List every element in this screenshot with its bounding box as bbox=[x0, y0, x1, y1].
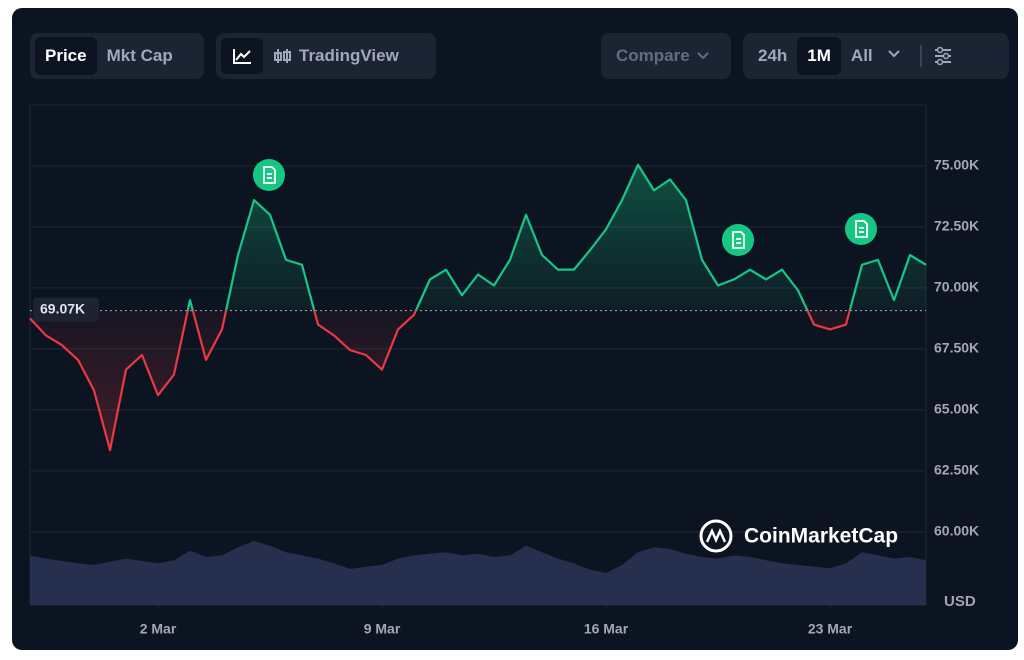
y-tick-label: 60.00K bbox=[934, 523, 979, 539]
news-marker-icon bbox=[732, 231, 745, 249]
price-line bbox=[29, 163, 927, 452]
mode-button[interactable]: Mkt Cap bbox=[106, 46, 173, 65]
news-marker-circle bbox=[845, 213, 877, 245]
news-marker[interactable] bbox=[722, 224, 754, 256]
line-view-button[interactable] bbox=[221, 38, 263, 74]
x-tick-label: 2 Mar bbox=[140, 621, 177, 637]
compare-dropdown[interactable]: Compare bbox=[601, 33, 731, 79]
volume-area bbox=[30, 541, 926, 605]
range-button[interactable]: 1M bbox=[797, 37, 841, 75]
y-tick-label: 62.50K bbox=[934, 462, 979, 478]
chevron bbox=[696, 52, 709, 60]
y-tick-label: 65.00K bbox=[934, 401, 979, 417]
news-marker[interactable] bbox=[845, 213, 877, 245]
mode-switch: Price Mkt Cap bbox=[30, 33, 204, 79]
mode-button[interactable]: Price bbox=[35, 37, 97, 75]
range-switch: 24h 1M All bbox=[743, 33, 1009, 79]
news-marker-icon bbox=[855, 220, 868, 238]
x-tick-label: 23 Mar bbox=[808, 621, 853, 637]
compare-label: Compare bbox=[616, 46, 690, 65]
view-switch: TradingView bbox=[216, 33, 436, 79]
news-marker-circle bbox=[722, 224, 754, 256]
range-button[interactable]: 24h bbox=[758, 46, 788, 65]
compare-button[interactable]: Compare bbox=[606, 37, 720, 75]
x-tick-label: 9 Mar bbox=[364, 621, 401, 637]
watermark: CoinMarketCap bbox=[699, 519, 898, 553]
range-button[interactable]: All bbox=[850, 46, 873, 65]
y-tick-label: 70.00K bbox=[934, 279, 979, 295]
y-tick-label: 72.50K bbox=[934, 218, 979, 234]
price-area bbox=[30, 164, 926, 451]
news-marker-circle bbox=[253, 159, 285, 191]
news-marker[interactable] bbox=[253, 159, 285, 191]
reference-label: 69.07K bbox=[40, 300, 85, 316]
tradingview-button[interactable]: TradingView bbox=[263, 37, 409, 75]
x-tick-label: 16 Mar bbox=[584, 621, 629, 637]
y-tick-label: 67.50K bbox=[934, 340, 979, 356]
line-icon bbox=[233, 49, 251, 64]
watermark-text: CoinMarketCap bbox=[744, 525, 898, 548]
currency-label: USD bbox=[944, 593, 976, 610]
tradingview-label: TradingView bbox=[299, 46, 399, 65]
range-tools[interactable] bbox=[883, 41, 963, 71]
candle-icon bbox=[274, 49, 291, 63]
reference-label-box bbox=[33, 297, 99, 322]
y-tick-label: 75.00K bbox=[934, 157, 979, 173]
news-marker-icon bbox=[263, 166, 276, 184]
